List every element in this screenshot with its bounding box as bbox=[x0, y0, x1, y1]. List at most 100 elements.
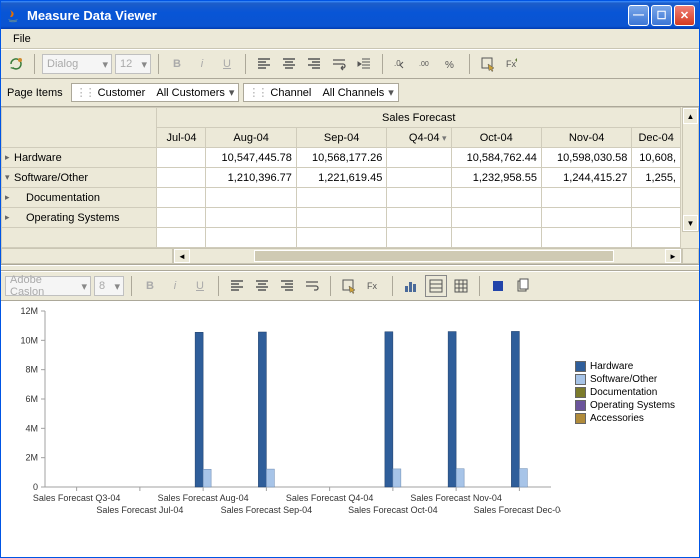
table-cell[interactable] bbox=[451, 188, 541, 208]
column-header[interactable]: Oct-04 bbox=[451, 128, 541, 148]
fill-color-icon[interactable] bbox=[487, 275, 509, 297]
wrap-icon[interactable] bbox=[328, 53, 350, 75]
chart-type-grid-icon[interactable] bbox=[450, 275, 472, 297]
chart-font-name-combo[interactable]: Adobe Caslon bbox=[5, 276, 91, 296]
column-header[interactable]: Q4-04 bbox=[387, 128, 451, 148]
table-cell[interactable] bbox=[157, 148, 206, 168]
chart-bold-icon[interactable]: B bbox=[139, 275, 161, 297]
table-area: Sales ForecastJul-04Aug-04Sep-04Q4-04Oct… bbox=[1, 107, 699, 265]
legend-item: Hardware bbox=[575, 361, 693, 372]
legend-label: Operating Systems bbox=[590, 400, 675, 411]
table-cell[interactable] bbox=[157, 188, 206, 208]
table-cell[interactable] bbox=[632, 208, 681, 228]
svg-text:Sales Forecast Nov-04: Sales Forecast Nov-04 bbox=[410, 493, 502, 503]
font-name-combo[interactable]: Dialog bbox=[42, 54, 112, 74]
table-cell[interactable] bbox=[206, 208, 296, 228]
table-cell[interactable]: 10,608, bbox=[632, 148, 681, 168]
decimal-dec-icon[interactable]: .0 bbox=[390, 53, 412, 75]
percent-icon[interactable]: % bbox=[440, 53, 462, 75]
legend-swatch bbox=[575, 361, 586, 372]
bold-icon[interactable]: B bbox=[166, 53, 188, 75]
chart-align-right-icon[interactable] bbox=[276, 275, 298, 297]
table-cell[interactable]: 10,584,762.44 bbox=[451, 148, 541, 168]
svg-text:2M: 2M bbox=[25, 453, 38, 463]
table-cell[interactable]: 1,244,415.27 bbox=[541, 168, 631, 188]
page-selector-channel[interactable]: ⋮⋮ Channel All Channels ▾ bbox=[243, 83, 398, 102]
svg-text:0: 0 bbox=[33, 482, 38, 492]
table-cell[interactable] bbox=[206, 188, 296, 208]
table-cell[interactable] bbox=[296, 208, 386, 228]
table-cell[interactable]: 1,232,958.55 bbox=[451, 168, 541, 188]
chart-align-left-icon[interactable] bbox=[226, 275, 248, 297]
decimal-inc-icon[interactable]: .00 bbox=[415, 53, 437, 75]
chart-plot: 02M4M6M8M10M12MSales Forecast Q3-04Sales… bbox=[1, 301, 569, 557]
table-cell[interactable] bbox=[541, 208, 631, 228]
format-cells-icon[interactable] bbox=[477, 53, 499, 75]
copy-icon[interactable] bbox=[512, 275, 534, 297]
align-center-icon[interactable] bbox=[278, 53, 300, 75]
table-cell[interactable]: 1,255, bbox=[632, 168, 681, 188]
table-cell[interactable] bbox=[632, 188, 681, 208]
table-cell[interactable]: 1,210,396.77 bbox=[206, 168, 296, 188]
maximize-button[interactable]: ☐ bbox=[651, 5, 672, 26]
horizontal-scrollbar-row: ◄ ► bbox=[1, 248, 699, 264]
align-right-icon[interactable] bbox=[303, 53, 325, 75]
table-cell[interactable]: 10,568,177.26 bbox=[296, 148, 386, 168]
minimize-button[interactable]: — bbox=[628, 5, 649, 26]
chart-type-table-icon[interactable] bbox=[425, 275, 447, 297]
page-selector-customer[interactable]: ⋮⋮ Customer All Customers ▾ bbox=[71, 83, 240, 102]
table-cell[interactable] bbox=[296, 188, 386, 208]
svg-text:Sales Forecast Jul-04: Sales Forecast Jul-04 bbox=[96, 505, 183, 515]
window-root: Measure Data Viewer — ☐ ✕ File Dialog 12… bbox=[0, 0, 700, 558]
column-header[interactable]: Dec-04 bbox=[632, 128, 681, 148]
column-header[interactable]: Jul-04 bbox=[157, 128, 206, 148]
align-left-icon[interactable] bbox=[253, 53, 275, 75]
row-header[interactable]: Operating Systems bbox=[2, 208, 157, 228]
format-chart-icon[interactable]: Fx bbox=[502, 53, 524, 75]
chart-type-bar-icon[interactable] bbox=[400, 275, 422, 297]
table-cell[interactable] bbox=[387, 148, 451, 168]
table-cell[interactable] bbox=[541, 188, 631, 208]
table-cell[interactable]: 10,598,030.58 bbox=[541, 148, 631, 168]
chart-font-size-combo[interactable]: 8 bbox=[94, 276, 124, 296]
table-cell[interactable]: 1,221,619.45 bbox=[296, 168, 386, 188]
indent-icon[interactable] bbox=[353, 53, 375, 75]
table-cell[interactable] bbox=[387, 188, 451, 208]
underline-icon[interactable]: U bbox=[216, 53, 238, 75]
chart-wrap-icon[interactable] bbox=[301, 275, 323, 297]
horizontal-scrollbar[interactable]: ◄ ► bbox=[173, 248, 682, 264]
svg-text:.00: .00 bbox=[419, 61, 429, 68]
chart-italic-icon[interactable]: i bbox=[164, 275, 186, 297]
chart-fx-icon[interactable]: Fx bbox=[363, 275, 385, 297]
refresh-icon[interactable] bbox=[5, 53, 27, 75]
menu-file[interactable]: File bbox=[7, 31, 37, 47]
table-cell[interactable] bbox=[157, 208, 206, 228]
vertical-scrollbar[interactable]: ▲ ▼ bbox=[682, 107, 699, 232]
row-header[interactable]: Software/Other bbox=[2, 168, 157, 188]
legend-label: Software/Other bbox=[590, 374, 657, 385]
column-header[interactable]: Nov-04 bbox=[541, 128, 631, 148]
font-size-combo[interactable]: 12 bbox=[115, 54, 151, 74]
data-grid: Sales ForecastJul-04Aug-04Sep-04Q4-04Oct… bbox=[1, 107, 681, 248]
svg-text:6M: 6M bbox=[25, 394, 38, 404]
table-cell[interactable] bbox=[387, 168, 451, 188]
toolbar-upper: Dialog 12 B i U .0 .00 % Fx bbox=[1, 49, 699, 79]
svg-text:4M: 4M bbox=[25, 423, 38, 433]
table-cell[interactable]: 10,547,445.78 bbox=[206, 148, 296, 168]
italic-icon[interactable]: i bbox=[191, 53, 213, 75]
window-title: Measure Data Viewer bbox=[27, 8, 628, 23]
column-header[interactable]: Aug-04 bbox=[206, 128, 296, 148]
row-header[interactable]: Hardware bbox=[2, 148, 157, 168]
chart-align-center-icon[interactable] bbox=[251, 275, 273, 297]
chart-format-icon[interactable] bbox=[338, 275, 360, 297]
svg-text:Sales Forecast Dec-04: Sales Forecast Dec-04 bbox=[474, 505, 561, 515]
table-cell[interactable] bbox=[451, 208, 541, 228]
svg-text:%: % bbox=[445, 60, 454, 71]
legend-swatch bbox=[575, 374, 586, 385]
chart-underline-icon[interactable]: U bbox=[189, 275, 211, 297]
table-cell[interactable] bbox=[157, 168, 206, 188]
table-cell[interactable] bbox=[387, 208, 451, 228]
row-header[interactable]: Documentation bbox=[2, 188, 157, 208]
column-header[interactable]: Sep-04 bbox=[296, 128, 386, 148]
close-button[interactable]: ✕ bbox=[674, 5, 695, 26]
